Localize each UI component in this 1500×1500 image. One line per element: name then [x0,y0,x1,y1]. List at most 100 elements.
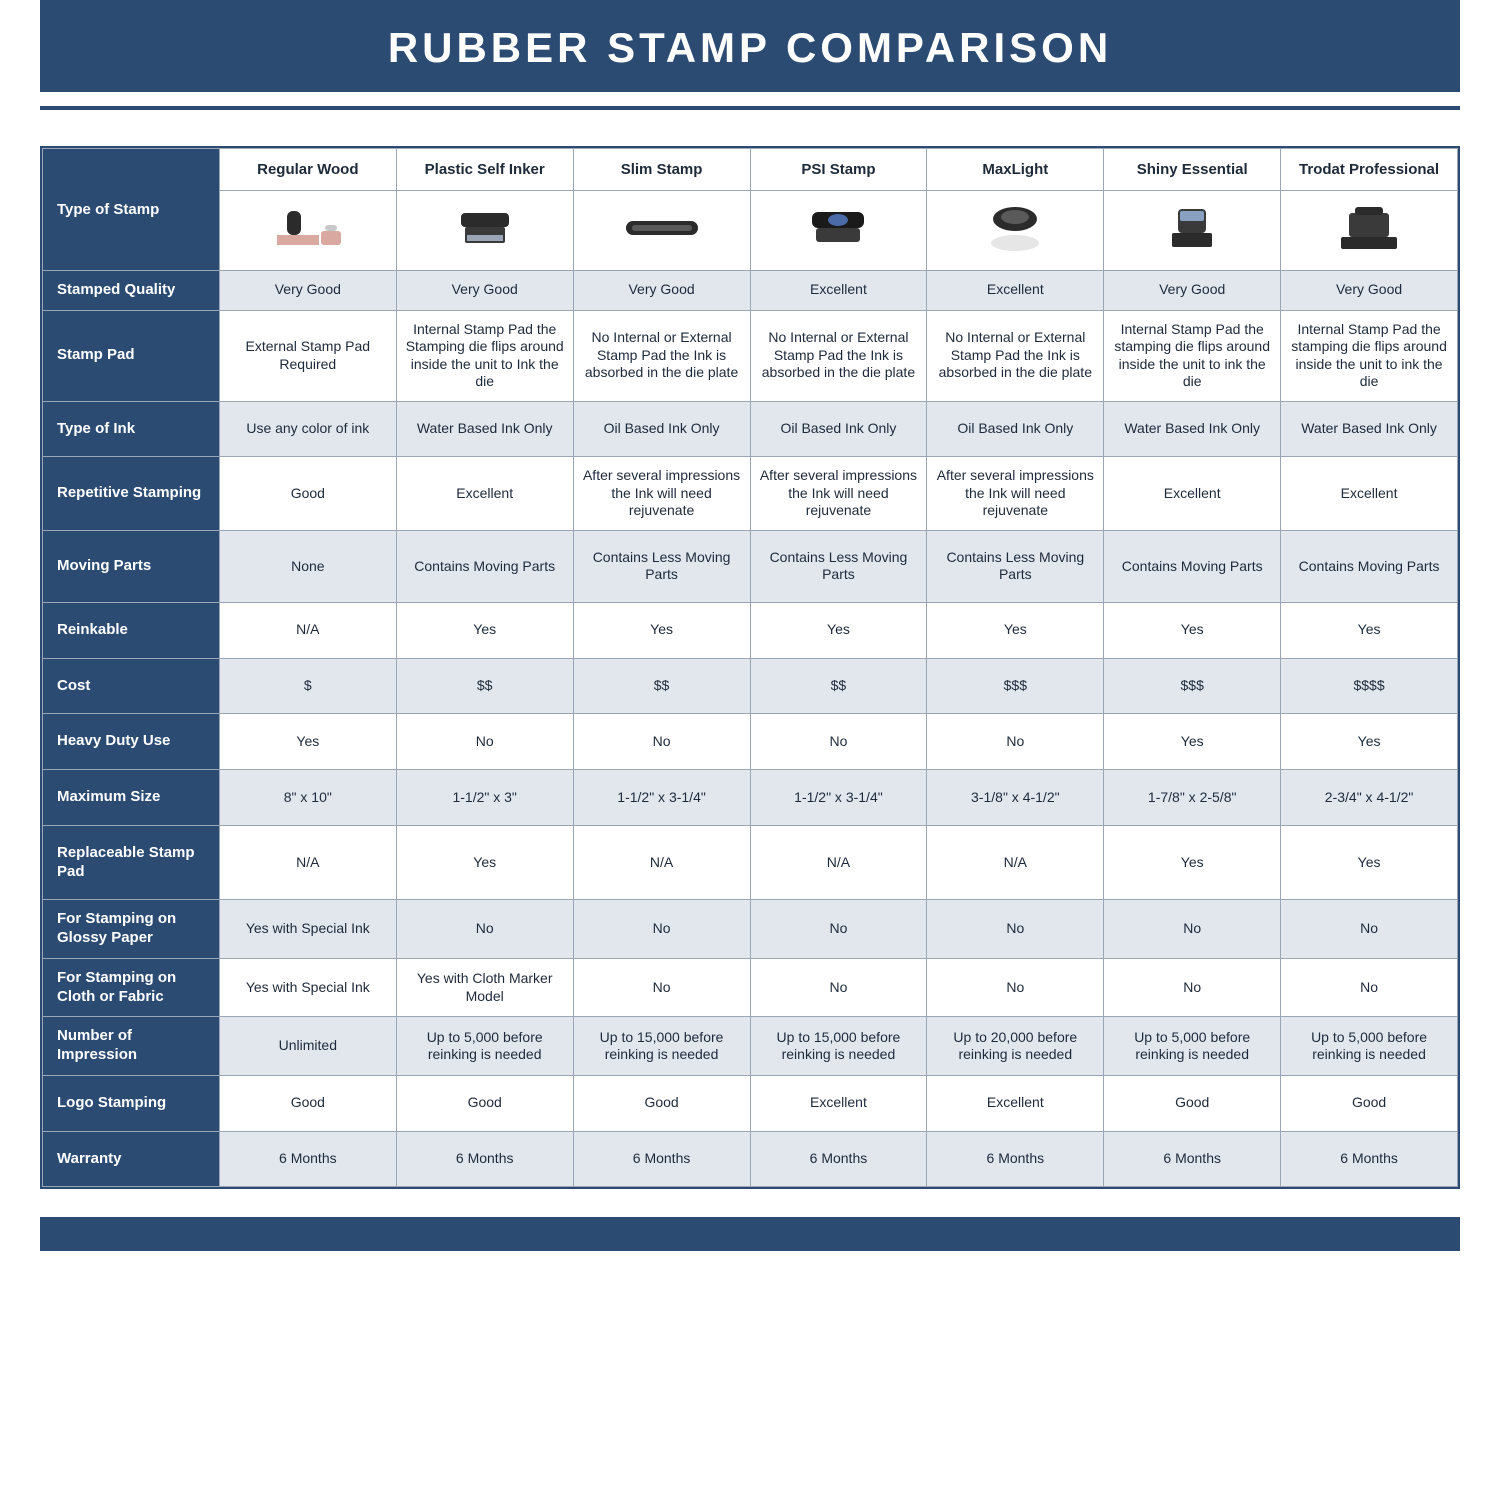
stamp-image-regular-wood [219,190,396,270]
cell: No [750,900,927,959]
row-label: Heavy Duty Use [43,714,220,770]
cell: Good [219,1075,396,1131]
cell: Yes [1281,602,1458,658]
row-label: For Stamping on Cloth or Fabric [43,958,220,1017]
comparison-table-wrap: Type of Stamp Regular Wood Plastic Self … [40,146,1460,1189]
cell: Excellent [396,457,573,531]
cell: After several impressions the Ink will n… [573,457,750,531]
table-body: Stamped QualityVery GoodVery GoodVery Go… [43,270,1458,1187]
cell: Yes with Cloth Marker Model [396,958,573,1017]
cell: Good [1104,1075,1281,1131]
cell: 1-7/8" x 2-5/8" [1104,770,1281,826]
cell: Yes with Special Ink [219,958,396,1017]
col-header: Slim Stamp [573,149,750,191]
row-label: Reinkable [43,602,220,658]
cell: 8" x 10" [219,770,396,826]
cell: Water Based Ink Only [1104,401,1281,457]
cell: Up to 5,000 before reinking is needed [1281,1017,1458,1076]
row-label: Maximum Size [43,770,220,826]
col-header: Trodat Professional [1281,149,1458,191]
cell: 1-1/2" x 3-1/4" [750,770,927,826]
stamp-image-shiny-essential [1104,190,1281,270]
stamp-image-slim-stamp [573,190,750,270]
cell: Unlimited [219,1017,396,1076]
cell: $ [219,658,396,714]
cell: Good [219,457,396,531]
cell: Contains Less Moving Parts [573,530,750,602]
comparison-table: Type of Stamp Regular Wood Plastic Self … [42,148,1458,1187]
cell: No [573,900,750,959]
cell: $$$$ [1281,658,1458,714]
row-label: Repetitive Stamping [43,457,220,531]
bottom-band [40,1217,1460,1251]
cell: No [927,958,1104,1017]
cell: Yes [1104,714,1281,770]
cell: Up to 5,000 before reinking is needed [396,1017,573,1076]
cell: External Stamp Pad Required [219,310,396,401]
cell: Excellent [750,270,927,310]
cell: Contains Moving Parts [396,530,573,602]
cell: Very Good [219,270,396,310]
table-row: Cost$$$$$$$$$$$$$$$$$ [43,658,1458,714]
table-row: Stamp PadExternal Stamp Pad RequiredInte… [43,310,1458,401]
table-row: For Stamping on Cloth or FabricYes with … [43,958,1458,1017]
cell: 2-3/4" x 4-1/2" [1281,770,1458,826]
cell: None [219,530,396,602]
cell: Water Based Ink Only [396,401,573,457]
cell: Yes [573,602,750,658]
row-label: Cost [43,658,220,714]
cell: Yes [927,602,1104,658]
cell: Oil Based Ink Only [927,401,1104,457]
cell: No [396,900,573,959]
cell: Very Good [1281,270,1458,310]
row-label: Stamped Quality [43,270,220,310]
table-row: Repetitive StampingGoodExcellentAfter se… [43,457,1458,531]
cell: Internal Stamp Pad the stamping die flip… [1281,310,1458,401]
stamp-image-trodat-professional [1281,190,1458,270]
row-label: Logo Stamping [43,1075,220,1131]
table-row: Replaceable Stamp PadN/AYesN/AN/AN/AYesY… [43,825,1458,900]
row-label: Moving Parts [43,530,220,602]
cell: 6 Months [750,1131,927,1187]
image-row [43,190,1458,270]
cell: No [750,714,927,770]
cell: Very Good [396,270,573,310]
row-label: Warranty [43,1131,220,1187]
cell: 1-1/2" x 3" [396,770,573,826]
cell: Up to 15,000 before reinking is needed [750,1017,927,1076]
cell: Excellent [927,1075,1104,1131]
cell: No [750,958,927,1017]
cell: No [573,714,750,770]
cell: Good [1281,1075,1458,1131]
cell: N/A [927,825,1104,900]
cell: No [1104,900,1281,959]
cell: $$ [573,658,750,714]
row-label: Number of Impression [43,1017,220,1076]
cell: Excellent [750,1075,927,1131]
cell: Very Good [573,270,750,310]
cell: Up to 15,000 before reinking is needed [573,1017,750,1076]
cell: N/A [573,825,750,900]
cell: Contains Less Moving Parts [750,530,927,602]
stamp-image-plastic-self-inker [396,190,573,270]
table-row: Maximum Size8" x 10"1-1/2" x 3" 1-1/2" x … [43,770,1458,826]
cell: $$ [750,658,927,714]
cell: Water Based Ink Only [1281,401,1458,457]
cell: Good [396,1075,573,1131]
cell: Contains Less Moving Parts [927,530,1104,602]
cell: Excellent [927,270,1104,310]
cell: Yes [396,602,573,658]
cell: Yes [1281,714,1458,770]
cell: After several impressions the Ink will n… [750,457,927,531]
cell: Contains Moving Parts [1281,530,1458,602]
cell: 6 Months [573,1131,750,1187]
header-row: Type of Stamp Regular Wood Plastic Self … [43,149,1458,191]
cell: 6 Months [927,1131,1104,1187]
row-label: For Stamping on Glossy Paper [43,900,220,959]
cell: No [1281,958,1458,1017]
table-row: Heavy Duty UseYesNoNoNoNoYesYes [43,714,1458,770]
cell: No Internal or External Stamp Pad the In… [573,310,750,401]
col-header: Regular Wood [219,149,396,191]
cell: Yes [1104,602,1281,658]
cell: No [927,900,1104,959]
